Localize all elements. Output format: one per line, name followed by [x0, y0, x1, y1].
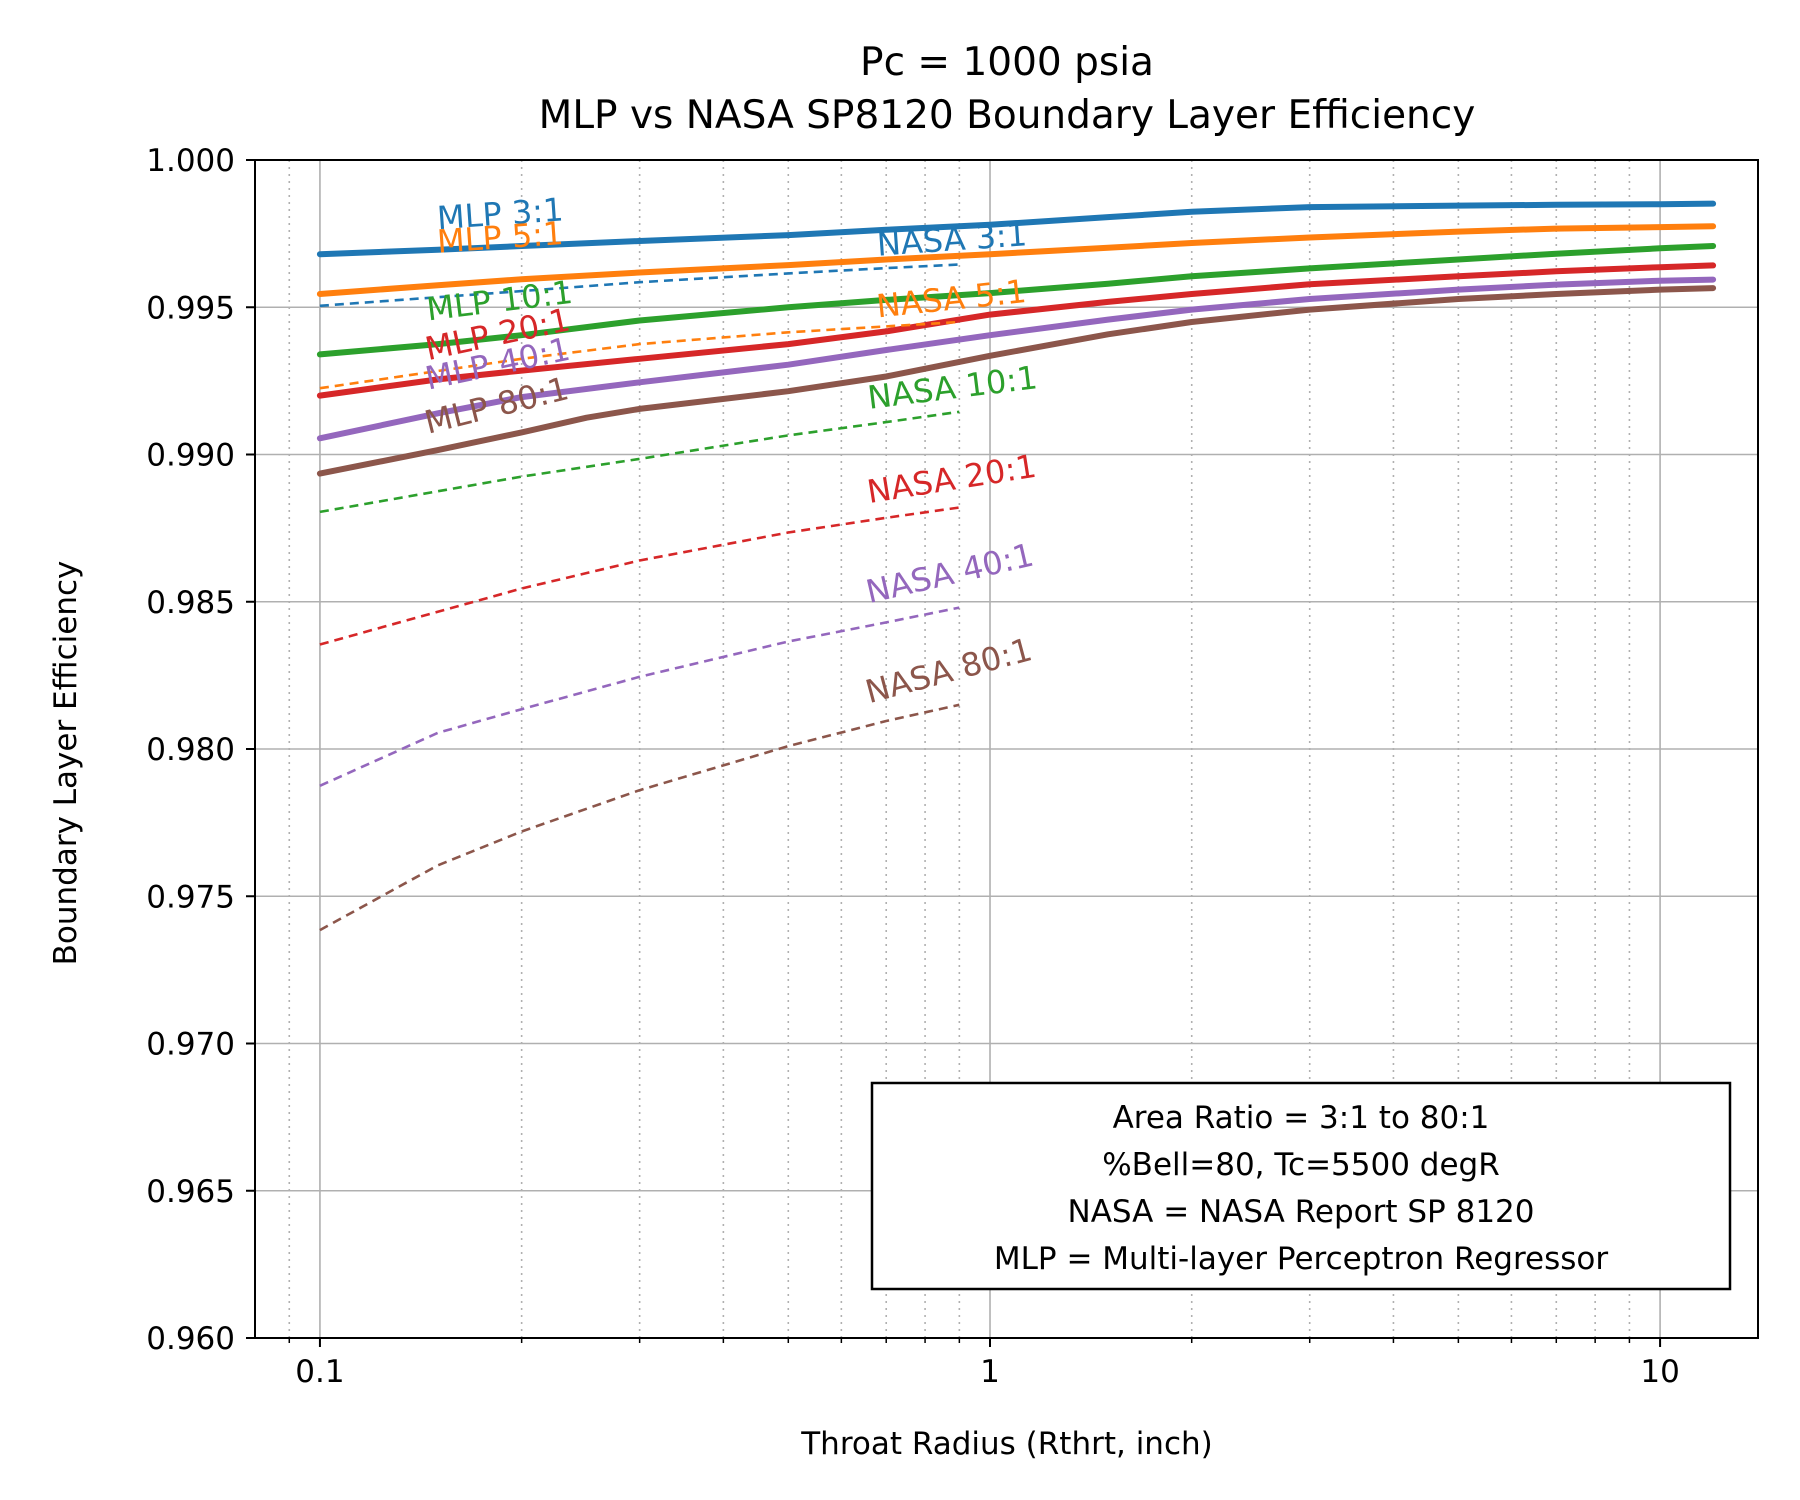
series-line-mlp-20-1 [316, 262, 1717, 399]
series-line-nasa-40-1 [319, 606, 960, 787]
series-line-nasa-80-1 [319, 703, 960, 932]
series-line-nasa-20-1 [319, 506, 960, 646]
y-tick-label: 0.995 [146, 290, 235, 326]
chart-title-line-2: MLP vs NASA SP8120 Boundary Layer Effici… [539, 93, 1476, 138]
series-label-mlp-5-1: MLP 5:1 [436, 214, 565, 261]
series-line-mlp-5-1 [316, 223, 1717, 297]
y-tick-label: 0.985 [146, 585, 235, 621]
x-tick-label: 0.1 [295, 1354, 344, 1390]
series-line-mlp-80-1 [316, 285, 1717, 477]
x-axis-label: Throat Radius (Rthrt, inch) [800, 1426, 1213, 1462]
series-layer [316, 200, 1717, 932]
y-tick-label: 0.965 [146, 1174, 235, 1210]
y-tick-label: 0.970 [146, 1027, 235, 1063]
annotation-box-frame [870, 1081, 1732, 1291]
series-line-mlp-40-1 [316, 276, 1717, 442]
y-axis-label: Boundary Layer Efficiency [48, 561, 84, 966]
annotation-line-3: NASA = NASA Report SP 8120 [1068, 1194, 1535, 1230]
y-tick-label: 0.980 [146, 732, 235, 768]
chart-title-line-1: Pc = 1000 psia [860, 40, 1154, 85]
y-tick-label: 1.000 [146, 143, 235, 179]
annotation-box: Area Ratio = 3:1 to 80:1 %Bell=80, Tc=55… [870, 1081, 1732, 1291]
annotation-line-2: %Bell=80, Tc=5500 degR [1102, 1147, 1500, 1183]
x-tick-label: 1 [980, 1354, 1000, 1390]
y-tick-label: 0.975 [146, 879, 235, 915]
series-line-mlp-3-1 [316, 200, 1717, 258]
series-line-nasa-3-1 [319, 263, 960, 308]
y-tick-label: 0.990 [146, 438, 235, 474]
y-tick-label: 0.960 [146, 1321, 235, 1357]
series-line-nasa-10-1 [319, 410, 960, 514]
x-tick-label: 10 [1640, 1354, 1679, 1390]
annotation-line-1: Area Ratio = 3:1 to 80:1 [1113, 1100, 1490, 1136]
series-line-nasa-5-1 [319, 320, 960, 390]
series-label-mlp-3-1: MLP 3:1 [436, 190, 565, 237]
tick-layer: 0.1 1 10 0.960 0.965 0.970 0.975 0.980 0.985 0.99… [146, 143, 1680, 1390]
annotation-line-4: MLP = Multi-layer Perceptron Regressor [994, 1241, 1608, 1277]
series-line-mlp-10-1 [316, 243, 1717, 358]
